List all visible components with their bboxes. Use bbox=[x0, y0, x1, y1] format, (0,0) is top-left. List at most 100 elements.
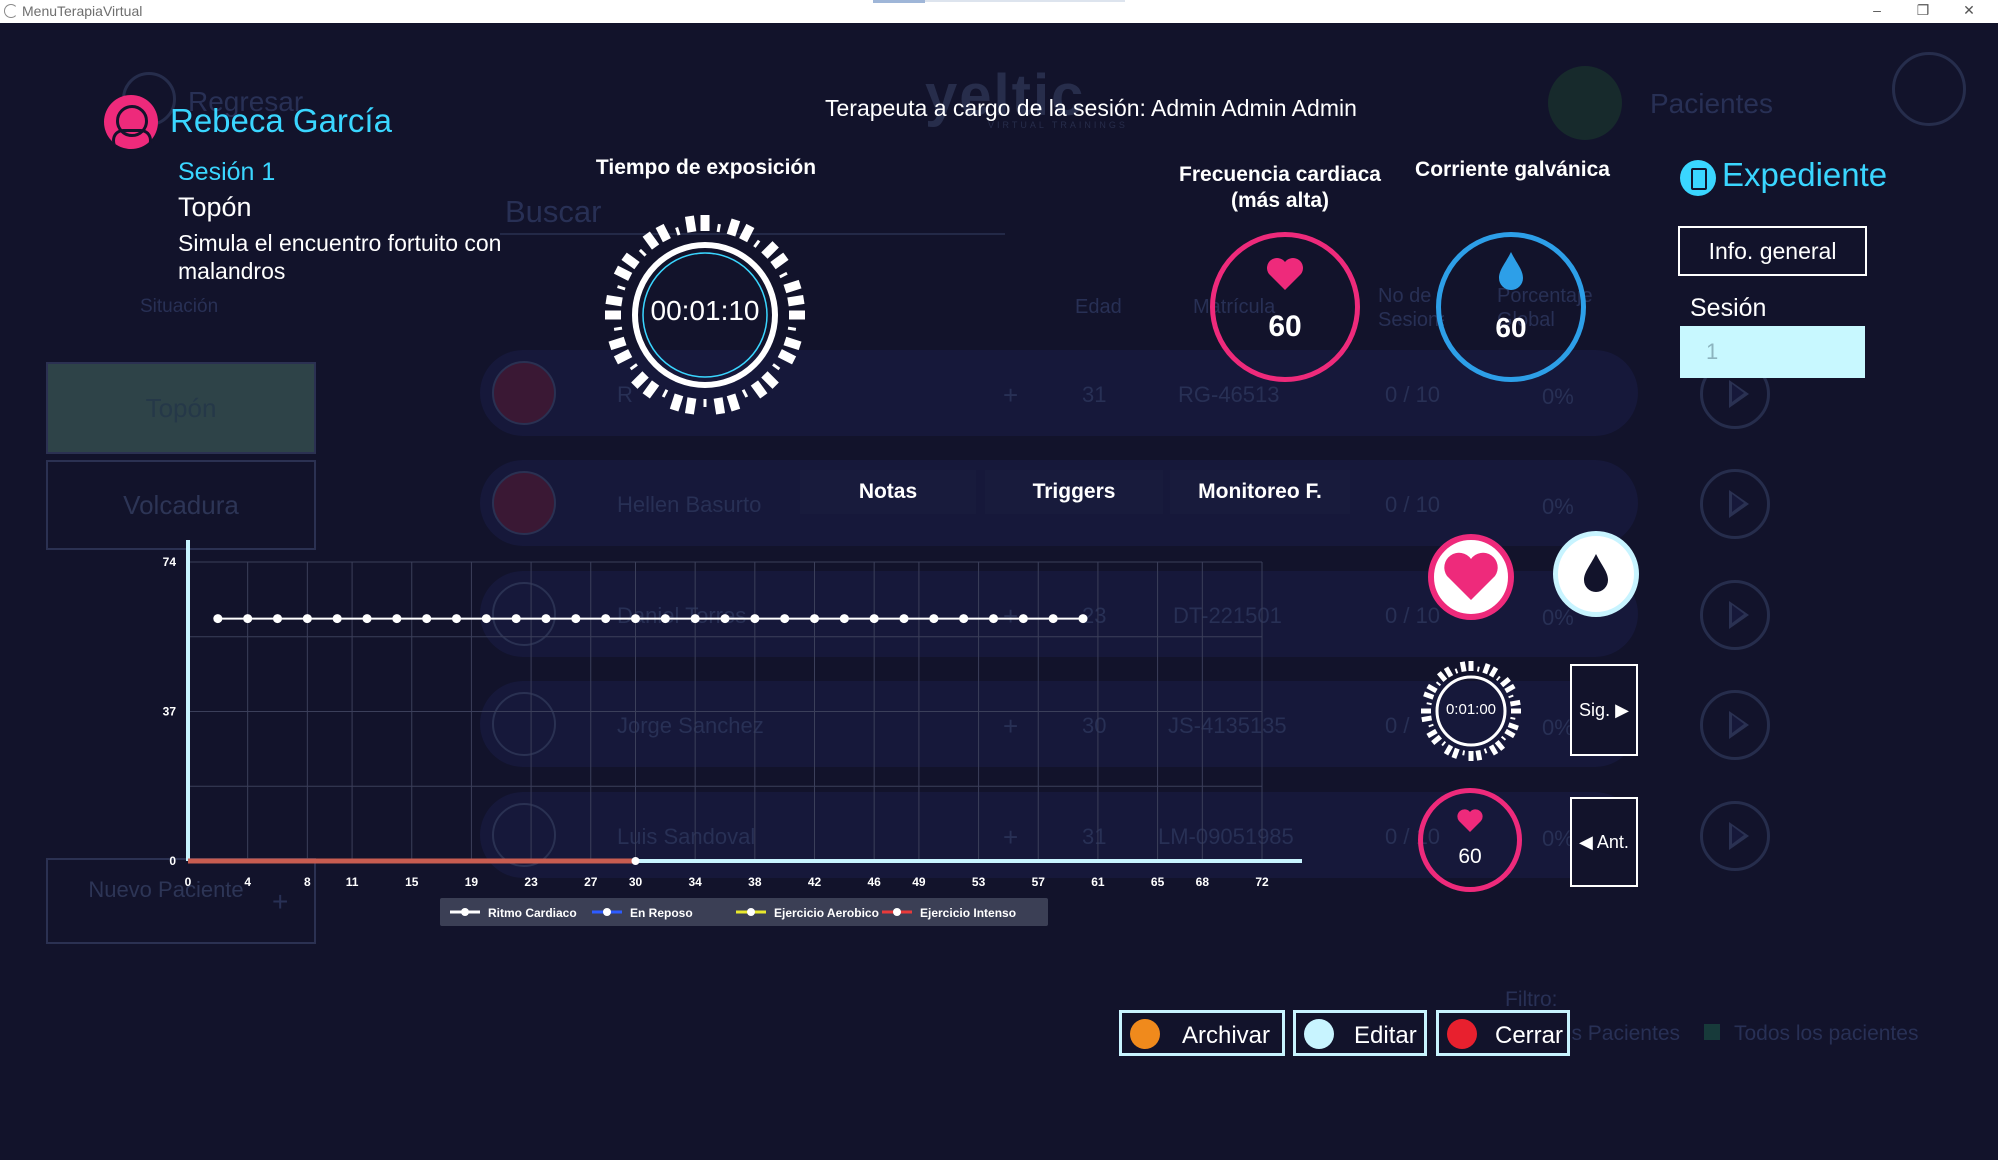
data-point bbox=[571, 614, 581, 624]
row-id: RG-46513 bbox=[1178, 382, 1280, 407]
mini-timer-value: 0:01:00 bbox=[1445, 701, 1497, 718]
row-sessions: 0 / 10 bbox=[1385, 492, 1441, 517]
timer-tick bbox=[761, 241, 779, 259]
legend-marker bbox=[461, 908, 469, 916]
tab-monitoreo[interactable]: Monitoreo F. bbox=[1170, 470, 1350, 514]
tab-triggers[interactable]: Triggers bbox=[985, 470, 1163, 514]
x-tick-label: 42 bbox=[808, 875, 822, 889]
yeltic-logo-sub: VIRTUAL TRAININGS bbox=[988, 120, 1128, 130]
mini-timer-tick bbox=[1435, 681, 1442, 687]
timer-tick bbox=[783, 279, 802, 294]
mini-timer-tick bbox=[1443, 744, 1454, 756]
y-tick-label: 0 bbox=[169, 854, 176, 868]
mini-timer-tick bbox=[1504, 683, 1516, 694]
session-field-label: Sesión bbox=[1690, 294, 1767, 322]
x-tick-label: 15 bbox=[405, 875, 419, 889]
row-age: 31 bbox=[1082, 824, 1107, 849]
heart-toggle-icon bbox=[1444, 552, 1498, 600]
minimize-button[interactable]: – bbox=[1873, 2, 1881, 18]
row-play-icon bbox=[1700, 580, 1770, 650]
data-point bbox=[511, 614, 521, 624]
heart-icon bbox=[1267, 258, 1303, 290]
x-tick-label: 38 bbox=[748, 875, 762, 889]
row-avatar-icon bbox=[492, 692, 556, 756]
col-age: Edad bbox=[1075, 296, 1122, 318]
galvanic-toggle-button[interactable] bbox=[1553, 531, 1639, 617]
row-name: Hellen Basurto bbox=[617, 492, 762, 517]
edit-button[interactable]: Editar bbox=[1293, 1010, 1427, 1056]
new-patient-label: Nuevo Paciente bbox=[88, 877, 244, 902]
patients-icon bbox=[1548, 66, 1622, 140]
timer-tick bbox=[684, 397, 697, 415]
timer-tick bbox=[783, 336, 802, 351]
data-point bbox=[810, 614, 819, 624]
timer-tick bbox=[750, 380, 768, 399]
row-pct: 0% bbox=[1542, 384, 1574, 409]
row-plus: + bbox=[1003, 711, 1019, 741]
mini-timer-tick bbox=[1426, 702, 1432, 706]
galvanic-label: Corriente galvánica bbox=[1415, 158, 1610, 181]
patients-label: Pacientes bbox=[1650, 88, 1773, 119]
x-tick-label: 30 bbox=[629, 875, 643, 889]
mini-timer-tick bbox=[1426, 683, 1438, 694]
legend-marker bbox=[603, 908, 611, 916]
mini-timer-tick bbox=[1510, 716, 1516, 720]
mini-timer-tick bbox=[1443, 666, 1454, 678]
search-placeholder: Buscar bbox=[505, 194, 602, 229]
window-titlebar: MenuTerapiaVirtual – ❐ ✕ bbox=[0, 0, 1998, 23]
legend-label: Ejercicio Intenso bbox=[920, 906, 1016, 920]
mini-timer-tick bbox=[1462, 750, 1466, 756]
x-tick-label: 53 bbox=[972, 875, 986, 889]
situation-volcadura: Volcadura bbox=[46, 460, 316, 550]
data-point bbox=[243, 614, 253, 624]
session-input[interactable] bbox=[1680, 326, 1865, 378]
back-label: Regresar bbox=[188, 86, 304, 117]
next-arrow-icon: ▶ bbox=[1615, 700, 1629, 720]
x-tick-label: 57 bbox=[1032, 875, 1046, 889]
mini-timer-tick bbox=[1476, 666, 1480, 672]
close-window-button[interactable]: ✕ bbox=[1963, 2, 1975, 18]
data-point bbox=[541, 614, 551, 624]
data-point bbox=[750, 614, 760, 624]
patient-avatar-icon bbox=[104, 95, 158, 149]
expediente-title: Expediente bbox=[1722, 156, 1888, 193]
row-avatar-icon bbox=[492, 803, 556, 867]
filter-all: Todos los pacientes bbox=[1734, 1022, 1919, 1045]
row-pct: 0% bbox=[1542, 494, 1574, 519]
row-play-icon bbox=[1700, 690, 1770, 760]
x-tick-label: 72 bbox=[1255, 875, 1269, 889]
restore-button[interactable]: ❐ bbox=[1916, 2, 1930, 18]
chart-grid bbox=[187, 561, 1263, 862]
mini-heart-value: 60 bbox=[1458, 845, 1482, 868]
mini-heart-gauge bbox=[1418, 788, 1522, 892]
galvanic-value: 60 bbox=[1495, 312, 1527, 343]
timer-tick bbox=[739, 223, 755, 243]
row-pct: 0% bbox=[1542, 605, 1574, 630]
row-sessions: 0 / 10 bbox=[1385, 382, 1441, 407]
table-row bbox=[480, 350, 1638, 436]
heart-toggle-button[interactable] bbox=[1428, 534, 1514, 620]
x-tick-label: 0 bbox=[185, 875, 192, 889]
data-point bbox=[273, 614, 282, 624]
data-point bbox=[720, 614, 730, 624]
prev-button[interactable]: ◀ Ant. bbox=[1570, 797, 1638, 887]
mini-timer-tick bbox=[1483, 748, 1488, 754]
timer-tick bbox=[753, 239, 761, 248]
data-point bbox=[1018, 614, 1028, 624]
therapist-label: Terapeuta a cargo de la sesión: Admin Ad… bbox=[825, 95, 1357, 121]
timer-tick bbox=[787, 326, 797, 331]
timer-tick bbox=[772, 363, 781, 371]
filter-label: Filtro: bbox=[1505, 988, 1558, 1011]
next-button[interactable]: Sig. ▶ bbox=[1570, 664, 1638, 756]
data-point bbox=[302, 614, 312, 624]
archive-button[interactable]: Archivar bbox=[1119, 1010, 1285, 1056]
row-pct: 0% bbox=[1542, 826, 1574, 851]
edit-label: Editar bbox=[1354, 1022, 1417, 1049]
tab-notas[interactable]: Notas bbox=[800, 470, 976, 514]
situation-label: Situación bbox=[140, 296, 219, 317]
row-id: DT-221501 bbox=[1173, 603, 1282, 628]
timer-tick bbox=[777, 349, 797, 365]
info-general-button[interactable]: Info. general bbox=[1678, 226, 1867, 276]
legend-marker bbox=[747, 908, 755, 916]
close-button[interactable]: Cerrar bbox=[1436, 1010, 1570, 1056]
